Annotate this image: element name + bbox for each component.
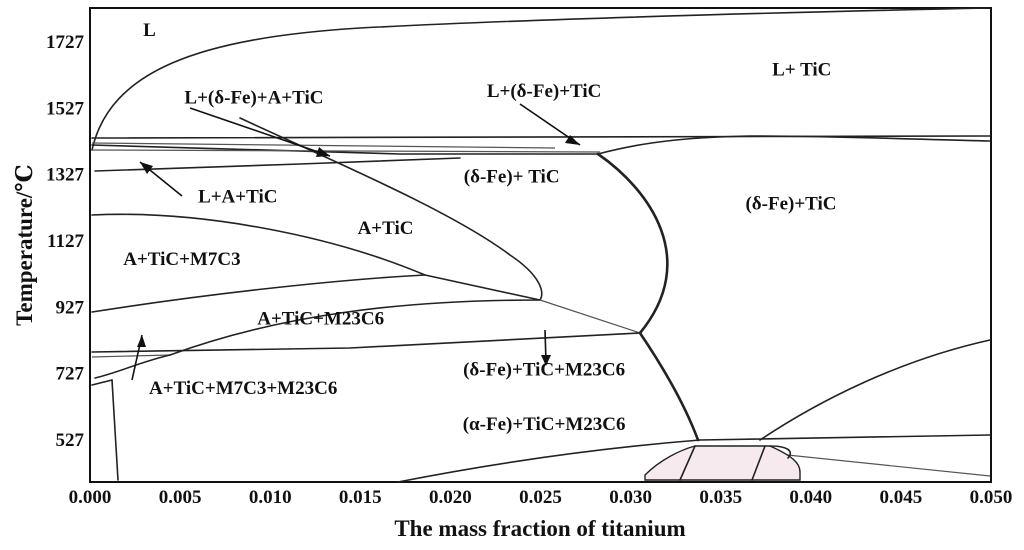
y-tick-label: 927 bbox=[56, 297, 85, 318]
m23c6-boundary bbox=[91, 332, 641, 353]
arrowhead-a-tic-m7c3-m23c6 bbox=[137, 335, 146, 347]
x-tick-label: 0.020 bbox=[429, 487, 472, 508]
arrow-l-dfe-a-tic bbox=[189, 107, 331, 157]
x-tick-label: 0.005 bbox=[159, 487, 202, 508]
x-axis-title: The mass fraction of titanium bbox=[394, 516, 685, 541]
l-a-tic-boundary bbox=[94, 157, 461, 172]
bottom-diagonal-line bbox=[397, 439, 701, 483]
arrowhead-l-dfe-tic bbox=[565, 135, 580, 145]
region-label-l-a-tic: L+A+TiC bbox=[198, 187, 277, 208]
region-label-afe-tic-m23c6: (α-Fe)+TiC+M23C6 bbox=[463, 414, 626, 435]
region-label-l-dfe-tic: L+(δ-Fe)+TiC bbox=[487, 81, 602, 102]
x-axis-ticks: 0.000 0.005 0.010 0.015 0.020 0.025 0.030 0.035… bbox=[69, 487, 1013, 508]
region-label-a-tic-m7c3: A+TiC+M7C3 bbox=[123, 249, 240, 270]
mid-diagonal-line bbox=[539, 299, 641, 334]
region-label-a-tic-m7c3-m23c6: A+TiC+M7C3+M23C6 bbox=[149, 378, 337, 399]
arrowhead-l-dfe-a-tic bbox=[316, 147, 330, 157]
y-tick-label: 727 bbox=[56, 364, 85, 385]
a-tic-m7c3-upper bbox=[91, 213, 426, 276]
m7c3-boundary-diagonal bbox=[424, 274, 541, 301]
low-left-curve bbox=[94, 354, 171, 379]
region-label-dfe-tic-m23c6: (δ-Fe)+TiC+M23C6 bbox=[463, 360, 625, 381]
pocket-hook bbox=[769, 445, 792, 459]
y-tick-label: 527 bbox=[56, 430, 85, 451]
annotation-arrows bbox=[131, 103, 581, 381]
upper-boundary-line-4 bbox=[91, 149, 601, 153]
y-tick-label: 1527 bbox=[46, 98, 85, 119]
pocket-line-1 bbox=[679, 445, 696, 481]
region-label-a-tic-m23c6: A+TiC+M23C6 bbox=[257, 309, 384, 330]
x-tick-label: 0.045 bbox=[880, 487, 923, 508]
y-axis-title: Temperature/℃ bbox=[12, 164, 37, 326]
x-tick-label: 0.015 bbox=[339, 487, 382, 508]
upper-boundary-line-3 bbox=[91, 144, 599, 155]
y-tick-label: 1327 bbox=[46, 165, 85, 186]
upper-boundary-line-2 bbox=[91, 142, 556, 149]
y-axis-ticks: 527 727 927 1127 1327 1527 1727 bbox=[46, 32, 85, 451]
phase-boundaries bbox=[91, 7, 991, 483]
region-label-l: L bbox=[143, 20, 156, 41]
liquidus-curve bbox=[91, 7, 991, 151]
x-tick-label: 0.050 bbox=[970, 487, 1013, 508]
pocket-line-2 bbox=[751, 445, 766, 481]
y-tick-label: 1727 bbox=[46, 32, 85, 53]
region-label-l-tic: L+ TiC bbox=[772, 59, 831, 80]
region-label-dfe-tic-1: (δ-Fe)+ TiC bbox=[464, 166, 560, 187]
x-tick-label: 0.000 bbox=[69, 487, 112, 508]
left-edge-line bbox=[91, 379, 113, 386]
x-tick-label: 0.030 bbox=[609, 487, 652, 508]
region-labels: L L+ TiC L+(δ-Fe)+A+TiC L+(δ-Fe)+TiC L+A+TiC… bbox=[123, 20, 836, 435]
delta-fe-alpha-boundary bbox=[638, 331, 700, 442]
region-label-dfe-tic-2: (δ-Fe)+TiC bbox=[745, 194, 836, 215]
bottom-right-line bbox=[699, 434, 991, 441]
arrowhead-dfe-tic-m23c6 bbox=[541, 355, 551, 366]
arrowhead-l-a-tic bbox=[140, 162, 153, 174]
delta-fe-upper-boundary bbox=[597, 135, 991, 155]
x-tick-label: 0.010 bbox=[249, 487, 292, 508]
x-tick-label: 0.040 bbox=[789, 487, 832, 508]
region-label-a-tic: A+TiC bbox=[358, 218, 414, 239]
x-tick-label: 0.025 bbox=[519, 487, 562, 508]
y-tick-label: 1127 bbox=[47, 231, 84, 252]
region-label-l-dfe-a-tic: L+(δ-Fe)+A+TiC bbox=[184, 87, 323, 108]
x-tick-label: 0.035 bbox=[699, 487, 742, 508]
a-tic-m7c3-lower bbox=[91, 274, 426, 313]
m23c6-boundary-2 bbox=[91, 354, 171, 358]
delta-fe-a-boundary bbox=[596, 152, 669, 335]
right-curve bbox=[759, 339, 991, 441]
plot-frame bbox=[89, 7, 992, 483]
left-vertical-line bbox=[111, 379, 119, 481]
a-tic-m23c6-curve bbox=[169, 299, 541, 356]
